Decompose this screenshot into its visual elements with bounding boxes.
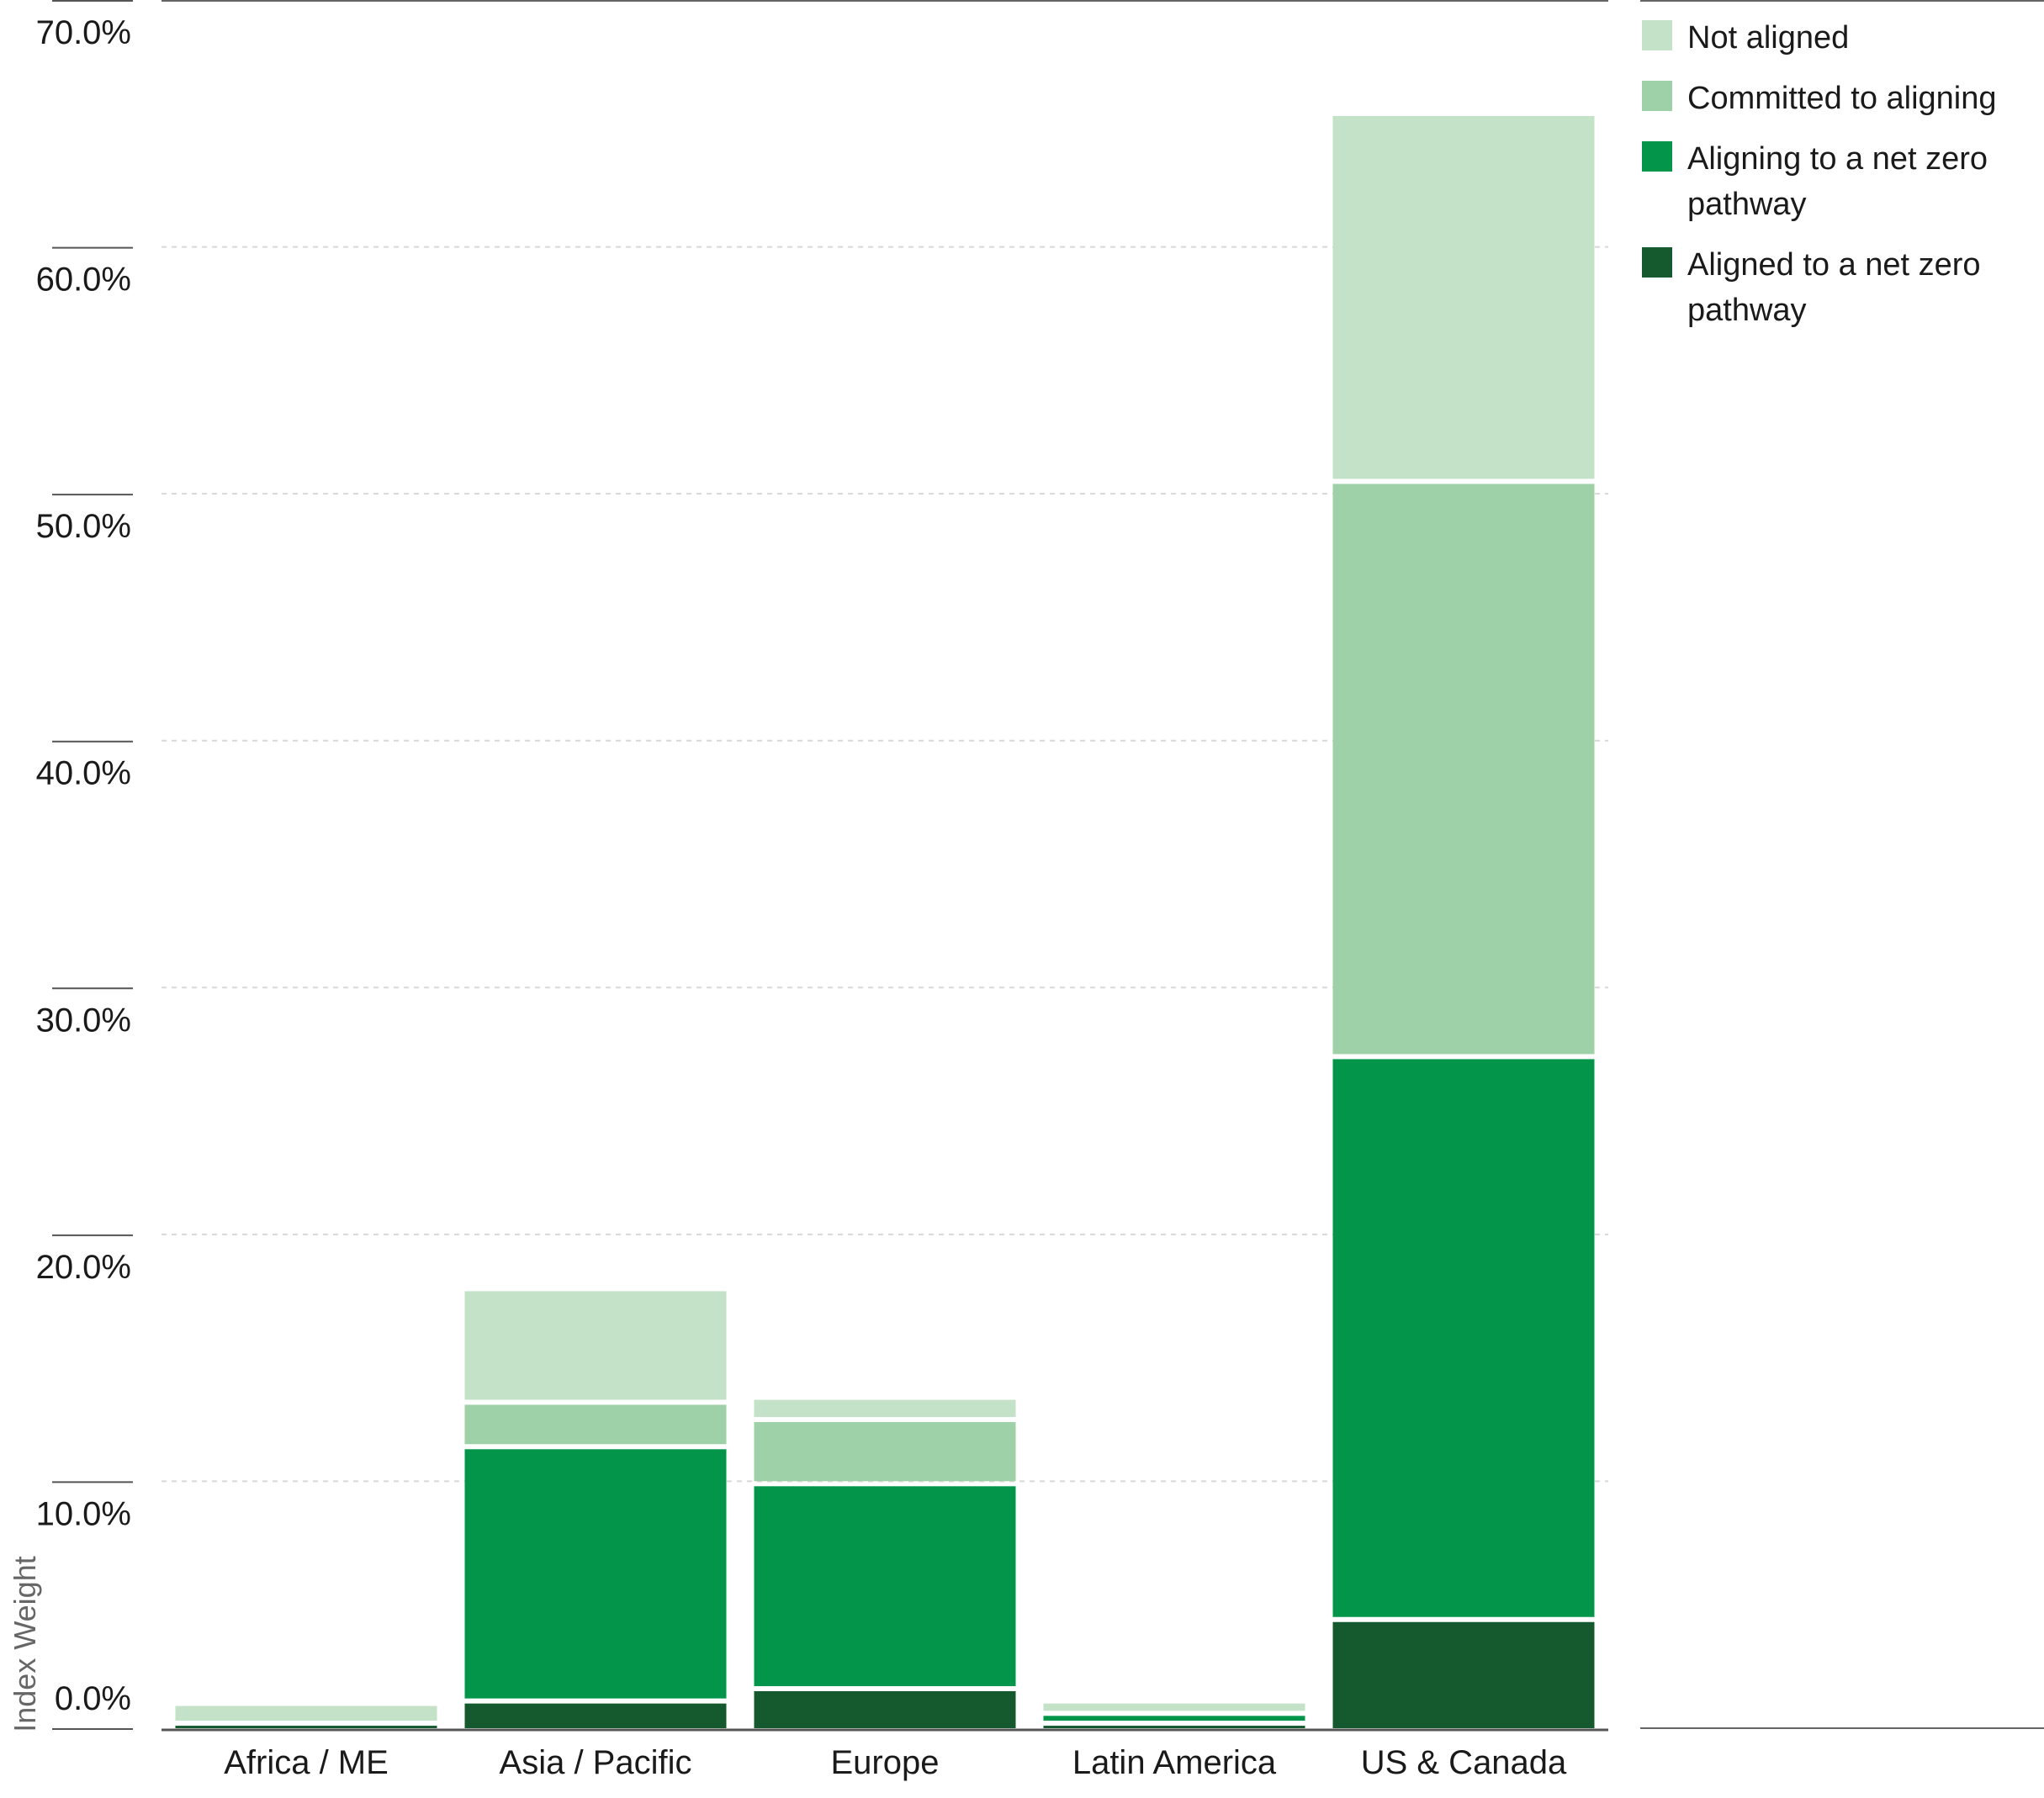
legend-swatch: [1642, 141, 1672, 172]
x-tick-label: Latin America: [1072, 1744, 1277, 1781]
bar-segment: [1332, 115, 1595, 479]
y-tick-label: 0.0%: [55, 1680, 131, 1717]
legend-item: Aligning to a net zero pathway: [1642, 136, 2007, 227]
legend-swatch: [1642, 247, 1672, 278]
y-tick-label: 50.0%: [36, 508, 131, 545]
legend-item: Committed to aligning: [1642, 76, 2007, 121]
bar-segment: [1043, 1716, 1305, 1721]
legend-item: Not aligned: [1642, 15, 2007, 61]
bar-segment: [464, 1449, 727, 1699]
bar-segment: [754, 1399, 1016, 1417]
bar-segment: [175, 1726, 437, 1728]
bar-segment: [464, 1703, 727, 1728]
y-tick-label: 20.0%: [36, 1249, 131, 1286]
bar-segment: [1043, 1703, 1305, 1711]
y-tick-label: 70.0%: [36, 14, 131, 51]
bar-segment: [754, 1486, 1016, 1686]
y-tick-label: 60.0%: [36, 262, 131, 299]
x-tick-label: Europe: [831, 1744, 940, 1781]
bar-segment: [1332, 484, 1595, 1055]
bar-segment: [175, 1705, 437, 1721]
x-tick-label: US & Canada: [1361, 1744, 1567, 1781]
x-tick-label: Asia / Pacific: [500, 1744, 692, 1781]
y-tick-label: 40.0%: [36, 755, 131, 792]
legend-label: Aligned to a net zero pathway: [1687, 247, 1981, 328]
legend-top-rule: [1640, 0, 2044, 2]
legend-label: Committed to aligning: [1687, 81, 1997, 116]
bar-segment: [754, 1690, 1016, 1728]
y-tick-label: 10.0%: [36, 1495, 131, 1532]
x-tick-label: Africa / ME: [224, 1744, 389, 1781]
bar-segment: [464, 1404, 727, 1445]
bar-segment: [1043, 1726, 1305, 1728]
y-axis-title: Index Weight: [8, 1556, 42, 1732]
legend-swatch: [1642, 81, 1672, 111]
bar-segment: [464, 1291, 727, 1400]
legend-item: Aligned to a net zero pathway: [1642, 242, 2007, 333]
y-tick-label: 30.0%: [36, 1002, 131, 1039]
legend-bottom-rule: [1640, 1727, 2044, 1729]
bar-segment: [1332, 1059, 1595, 1617]
legend-label: Aligning to a net zero pathway: [1687, 141, 1988, 222]
legend-swatch: [1642, 20, 1672, 50]
bar-segment: [1332, 1621, 1595, 1728]
legend-label: Not aligned: [1687, 20, 1850, 56]
bar-segment: [754, 1421, 1016, 1482]
